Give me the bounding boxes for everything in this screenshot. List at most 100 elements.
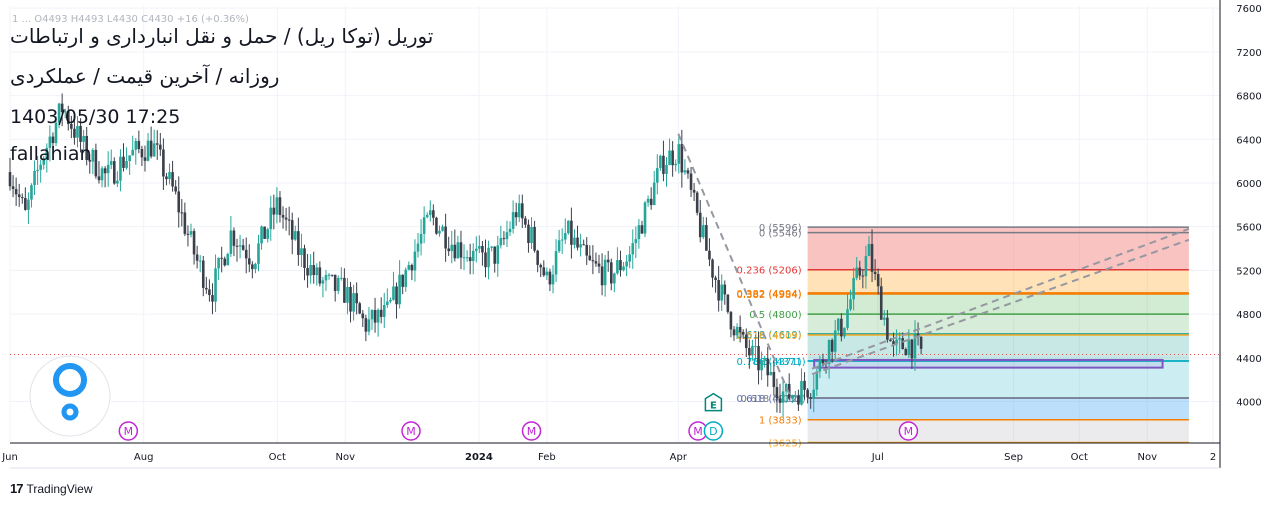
candle-body: [254, 263, 257, 270]
candle-body: [913, 333, 917, 359]
candle-body: [85, 135, 88, 161]
candle-body: [505, 232, 509, 240]
candle-body: [343, 277, 346, 303]
candle-body: [281, 214, 285, 218]
event-label: M: [527, 425, 537, 438]
candle-body: [870, 243, 874, 272]
y-tick-label: 4800: [1236, 310, 1261, 321]
candle-body: [60, 103, 64, 113]
candle-body: [247, 258, 251, 265]
candle-body: [416, 243, 420, 252]
candle-body: [695, 192, 699, 213]
y-tick-label: 7600: [1236, 4, 1261, 15]
candle-body: [186, 233, 190, 235]
candle-body: [907, 339, 911, 356]
candle-body: [70, 124, 73, 129]
event-m-icon: [118, 421, 139, 441]
candle-body: [646, 198, 650, 203]
candle-body: [39, 164, 42, 170]
candle-body: [640, 225, 644, 234]
candle-body: [373, 309, 377, 323]
candle-body: [843, 327, 846, 337]
candle-body: [677, 144, 681, 164]
tradingview-brand[interactable]: 17 TradingView: [10, 481, 93, 496]
candle-body: [757, 346, 760, 371]
candle-body: [73, 128, 76, 138]
candle-body: [214, 268, 217, 302]
candle-body: [358, 303, 362, 314]
candle-body: [729, 311, 733, 330]
trendline: [811, 238, 1190, 376]
candle-body: [370, 309, 374, 320]
x-tick-label: Nov: [1137, 452, 1157, 463]
candle-body: [524, 218, 527, 225]
fib-zone: [807, 292, 1189, 315]
candle-body: [140, 149, 144, 158]
event-m-icon: [898, 421, 919, 441]
candle-body: [20, 197, 24, 199]
candle-body: [269, 207, 273, 230]
candle-body: [873, 271, 877, 275]
candle-body: [382, 304, 386, 317]
candle-body: [484, 252, 487, 268]
candle-body: [889, 339, 892, 342]
candle-body: [116, 180, 119, 184]
candle-body: [754, 346, 757, 348]
candle-body: [217, 257, 220, 269]
candle-body: [545, 271, 549, 276]
candle-body: [103, 168, 107, 174]
x-tick-label: Apr: [670, 452, 688, 463]
candle-body: [456, 242, 460, 259]
candle-body: [846, 309, 849, 328]
candle-body: [195, 254, 199, 261]
candle-body: [364, 318, 368, 332]
candle-body: [425, 214, 429, 218]
candle-body: [33, 170, 36, 186]
candle-body: [432, 210, 435, 218]
earnings-e-icon: [704, 392, 723, 412]
candle-body: [809, 397, 812, 399]
candle-body: [567, 220, 570, 234]
candle-body: [772, 371, 776, 388]
candle-body: [554, 251, 558, 275]
candle-body: [174, 186, 177, 192]
candle-body: [560, 239, 564, 241]
candle-body: [88, 160, 92, 162]
candle-body: [109, 161, 113, 165]
candle-body: [659, 155, 662, 169]
candle-body: [674, 163, 678, 166]
fib-level-label: 1 (3833): [759, 416, 802, 427]
candle-body: [766, 358, 770, 376]
candle-body: [232, 230, 236, 246]
candle-body: [821, 359, 825, 364]
candle-body: [275, 197, 279, 215]
candle-body: [155, 143, 159, 145]
fib-zone: [807, 314, 1189, 334]
candle-body: [407, 264, 411, 270]
x-tick-label: 2: [1210, 452, 1216, 463]
candle-body: [511, 212, 515, 229]
candle-body: [51, 136, 55, 144]
candle-body: [410, 264, 414, 271]
candle-body: [324, 275, 328, 281]
candle-body: [803, 380, 806, 390]
candle-body: [478, 245, 481, 249]
candle-body: [198, 260, 202, 262]
candle-body: [563, 233, 567, 240]
event-label: M: [124, 425, 134, 438]
candle-body: [867, 243, 871, 257]
candle-body: [379, 309, 383, 317]
candle-body: [530, 226, 533, 243]
y-tick-label: 4400: [1236, 354, 1261, 365]
candle-body: [330, 274, 334, 276]
candle-body: [340, 277, 343, 279]
candle-body: [557, 240, 561, 252]
candle-body: [468, 257, 472, 262]
candle-body: [787, 383, 791, 399]
candle-body: [177, 191, 181, 213]
candle-body: [441, 226, 444, 231]
candle-body: [818, 359, 822, 372]
candle-body: [183, 212, 187, 234]
candle-body: [481, 245, 484, 253]
